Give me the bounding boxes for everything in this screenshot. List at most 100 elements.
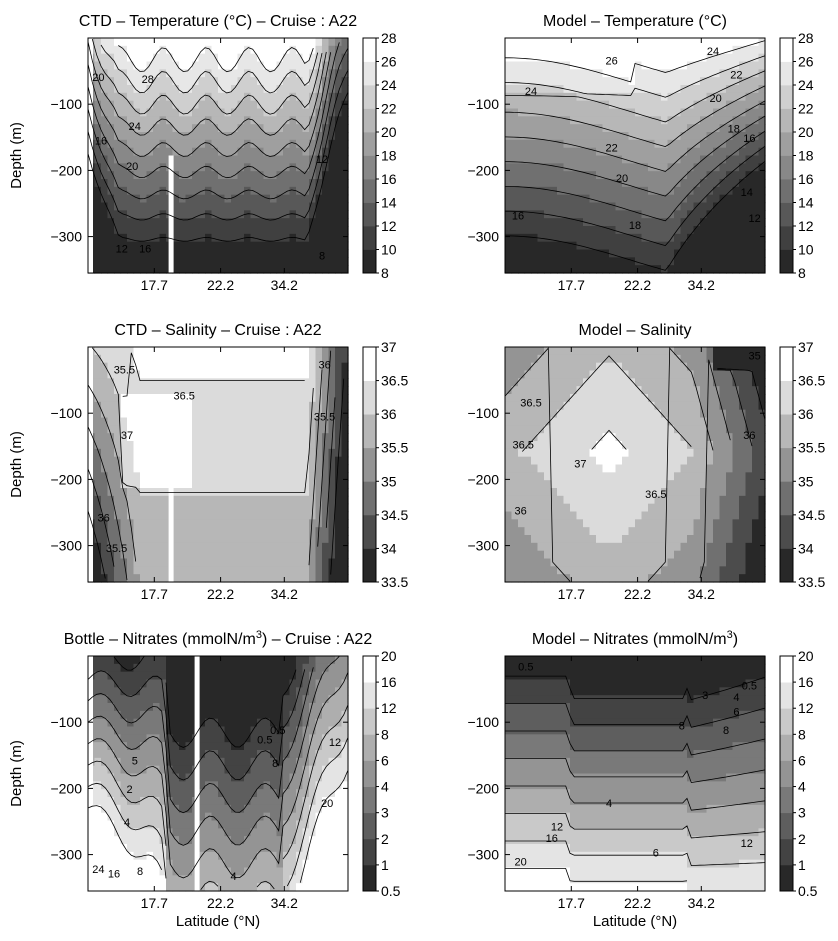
contour-cell <box>205 226 213 235</box>
contour-cell <box>335 417 343 426</box>
contour-cell <box>127 370 135 379</box>
contour-cell <box>270 194 278 204</box>
contour-cell <box>635 464 643 473</box>
contour-cell <box>94 464 102 473</box>
contour-cell <box>309 464 317 473</box>
contour-cell <box>726 155 734 164</box>
contour-cell <box>302 61 310 70</box>
contour-cell <box>563 108 571 117</box>
contour-cell <box>172 394 180 403</box>
contour-cell <box>752 480 760 489</box>
contour-cell <box>159 233 167 243</box>
contour-cell <box>511 527 519 536</box>
contour-cell <box>146 116 154 125</box>
contour-cell <box>505 233 513 243</box>
contour-cell <box>224 535 232 544</box>
contour-cell <box>237 163 245 172</box>
contour-cell <box>159 354 167 364</box>
contour-cell <box>505 535 513 544</box>
contour-cell <box>719 542 727 552</box>
contour-cell <box>166 85 174 94</box>
contour-cell <box>726 456 734 466</box>
contour-cell <box>719 378 727 387</box>
contour-cell <box>218 194 226 204</box>
contour-cell <box>283 519 291 528</box>
y-tick-label: −200 <box>467 162 499 178</box>
contour-cell <box>583 433 591 442</box>
contour-cell <box>544 179 552 188</box>
contour-cell <box>244 394 252 403</box>
contour-cell <box>289 550 297 560</box>
contour-cell <box>622 480 630 489</box>
contour-cell <box>153 257 161 266</box>
contour-cell <box>185 417 193 426</box>
contour-cell <box>114 85 122 94</box>
contour-cell <box>133 108 141 117</box>
contour-cell <box>172 233 180 243</box>
contour-cell <box>140 233 148 243</box>
contour-cell <box>674 370 682 379</box>
contour-cell <box>524 456 532 466</box>
contour-cell <box>250 179 258 188</box>
contour-cell <box>628 535 636 544</box>
contour-cell <box>146 480 154 489</box>
contour-cell <box>576 202 584 211</box>
contour-cell <box>179 233 187 243</box>
contour-cell <box>706 69 714 78</box>
contour-cell <box>198 425 206 434</box>
contour-cell <box>257 100 265 110</box>
contour-cell <box>146 558 154 567</box>
contour-cell <box>211 480 219 489</box>
contour-cell <box>635 241 643 251</box>
contour-cell <box>172 370 180 379</box>
contour-cell <box>322 527 330 536</box>
contour-cell <box>654 394 662 403</box>
contour-cell <box>159 92 167 102</box>
contour-cell <box>231 124 239 133</box>
contour-cell <box>602 370 610 379</box>
contour-cell <box>133 202 141 211</box>
contour-label: 24 <box>129 121 141 133</box>
contour-cell <box>518 441 526 450</box>
contour-cell <box>257 511 265 520</box>
contour-cell <box>263 448 271 458</box>
contour-cell <box>315 132 323 141</box>
contour-cell <box>602 480 610 489</box>
contour-cell <box>101 464 109 473</box>
contour-cell <box>270 226 278 235</box>
contour-cell <box>179 108 187 117</box>
contour-cell <box>179 53 187 63</box>
contour-cell <box>140 456 148 466</box>
contour-cell <box>641 456 649 466</box>
contour-cell <box>726 210 734 219</box>
contour-cell <box>218 45 226 55</box>
contour-cell <box>693 116 701 125</box>
contour-cell <box>596 527 604 536</box>
contour-cell <box>531 401 539 411</box>
contour-cell <box>250 218 258 227</box>
contour-cell <box>635 124 643 133</box>
contour-cell <box>713 511 721 520</box>
contour-cell <box>328 249 336 258</box>
contour-cell <box>224 171 232 180</box>
contour-cell <box>654 464 662 473</box>
contour-cell <box>270 69 278 78</box>
contour-cell <box>667 527 675 536</box>
contour-cell <box>315 249 323 258</box>
contour-cell <box>192 241 200 251</box>
contour-cell <box>289 100 297 110</box>
contour-cell <box>322 171 330 180</box>
contour-cell <box>726 139 734 149</box>
contour-cell <box>589 464 597 473</box>
contour-cell <box>94 100 102 110</box>
contour-cell <box>133 139 141 149</box>
contour-cell <box>276 370 284 379</box>
contour-cell <box>101 147 109 157</box>
contour-cell <box>550 77 558 86</box>
contour-cell <box>544 378 552 387</box>
contour-cell <box>609 210 617 219</box>
contour-cell <box>159 61 167 70</box>
contour-cell <box>276 386 284 395</box>
contour-cell <box>511 441 519 450</box>
contour-cell <box>726 488 734 497</box>
